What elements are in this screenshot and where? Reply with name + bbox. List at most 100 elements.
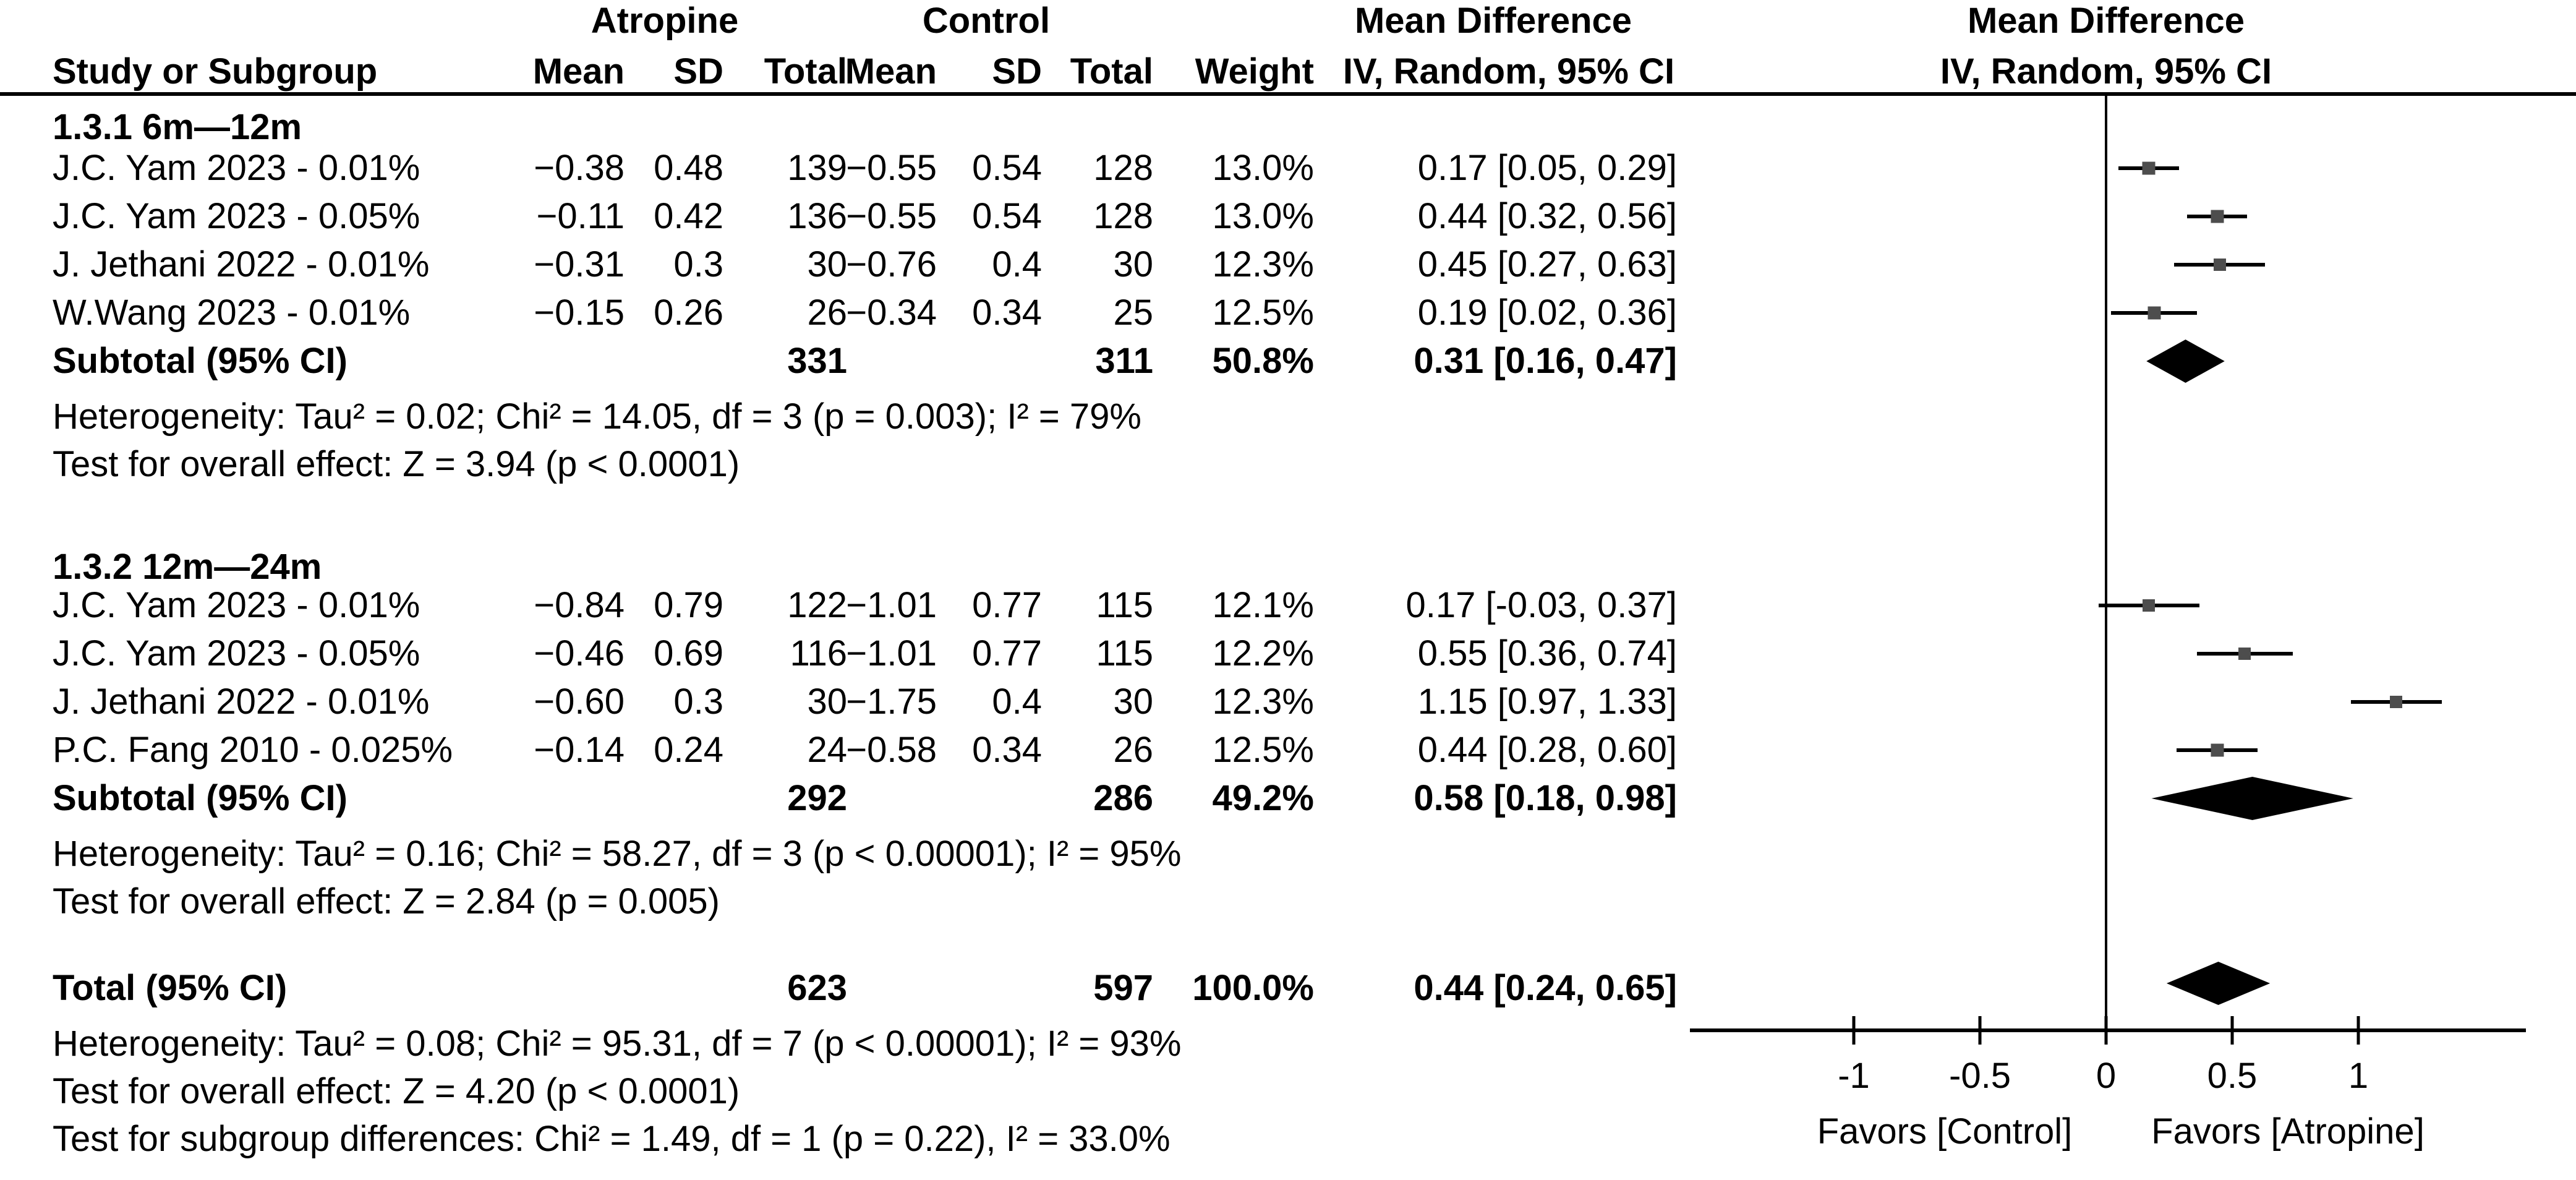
axis-tick-label: -1 [1838, 1056, 1870, 1097]
cell-sd1: 0.48 [654, 148, 723, 189]
axis-tick-label: -0.5 [1949, 1056, 2011, 1097]
cell-weight: 12.5% [1212, 730, 1314, 771]
column-header-iv-random-text: IV, Random, 95% CI [1342, 51, 1675, 92]
total-diamond [2166, 962, 2271, 1005]
cell-total1: 30 [807, 244, 847, 285]
cell-sd2: 0.77 [972, 633, 1042, 674]
cell-weight: 100.0% [1192, 968, 1314, 1009]
axis-tick-label: 1 [2348, 1056, 2369, 1097]
cell-mean2: −0.58 [846, 730, 937, 771]
subgroup-label: 1.3.2 12m—24m [53, 547, 322, 588]
cell-total2: 597 [1093, 968, 1153, 1009]
axis-tick-label: 0 [2096, 1056, 2117, 1097]
cell-ci-text: 0.17 [0.05, 0.29] [1417, 148, 1677, 189]
cell-sd1: 0.42 [654, 196, 723, 237]
column-header-mean-difference-plot: Mean Difference [1967, 1, 2245, 41]
column-header-mean-difference-text: Mean Difference [1354, 1, 1632, 41]
cell-ci-text: 0.19 [0.02, 0.36] [1417, 293, 1677, 333]
cell-ci-text: 0.58 [0.18, 0.98] [1414, 778, 1677, 819]
subtotal-diamond [2151, 777, 2353, 820]
cell-total2: 115 [1096, 585, 1153, 626]
column-header-iv-random-plot: IV, Random, 95% CI [1940, 51, 2272, 92]
cell-weight: 12.5% [1212, 293, 1314, 333]
favors-control-label: Favors [Control] [1817, 1111, 2073, 1152]
cell-total2: 286 [1093, 778, 1153, 819]
cell-mean2: −0.55 [846, 196, 937, 237]
cell-mean2: −1.01 [846, 633, 937, 674]
axis-tick [2104, 1016, 2108, 1045]
cell-sd1: 0.79 [654, 585, 723, 626]
cell-total2: 26 [1113, 730, 1153, 771]
cell-total1: 122 [787, 585, 847, 626]
cell-ci-text: 0.44 [0.32, 0.56] [1417, 196, 1677, 237]
favors-atropine-label: Favors [Atropine] [2151, 1111, 2425, 1152]
study-name: W.Wang 2023 - 0.01% [53, 293, 411, 333]
cell-weight: 12.3% [1212, 682, 1314, 722]
effect-square [2211, 210, 2224, 223]
effect-square [2390, 696, 2403, 708]
study-name: J.C. Yam 2023 - 0.01% [53, 148, 420, 189]
cell-mean1: −0.11 [536, 196, 625, 237]
effect-square [2142, 161, 2156, 175]
cell-total2: 30 [1113, 682, 1153, 722]
cell-total1: 292 [787, 778, 847, 819]
cell-mean2: −0.55 [846, 148, 937, 189]
cell-mean2: −1.01 [846, 585, 937, 626]
cell-ci-text: 0.44 [0.24, 0.65] [1414, 968, 1677, 1009]
cell-weight: 50.8% [1212, 341, 1314, 382]
header-divider [0, 92, 2576, 96]
axis-tick [2356, 1016, 2360, 1045]
cell-ci-text: 0.44 [0.28, 0.60] [1417, 730, 1677, 771]
subtotal-label: Subtotal (95% CI) [53, 341, 348, 382]
cell-sd1: 0.3 [673, 244, 723, 285]
cell-sd1: 0.3 [673, 682, 723, 722]
group-header-atropine: Atropine [591, 1, 739, 41]
cell-total1: 24 [807, 730, 847, 771]
cell-mean2: −0.76 [846, 244, 937, 285]
cell-sd1: 0.24 [654, 730, 723, 771]
column-header-sd1: SD [673, 51, 723, 92]
cell-mean1: −0.84 [534, 585, 625, 626]
cell-sd1: 0.26 [654, 293, 723, 333]
cell-ci-text: 0.55 [0.36, 0.74] [1417, 633, 1677, 674]
overall-effect-text: Test for overall effect: Z = 3.94 (p < 0… [53, 444, 740, 485]
cell-ci-text: 1.15 [0.97, 1.33] [1417, 682, 1677, 722]
heterogeneity-text: Heterogeneity: Tau² = 0.02; Chi² = 14.05… [53, 396, 1141, 437]
cell-ci-text: 0.17 [-0.03, 0.37] [1405, 585, 1677, 626]
cell-sd1: 0.69 [654, 633, 723, 674]
study-name: J.C. Yam 2023 - 0.05% [53, 633, 420, 674]
cell-ci-text: 0.31 [0.16, 0.47] [1414, 341, 1677, 382]
effect-square [2147, 306, 2161, 320]
cell-total1: 136 [787, 196, 847, 237]
cell-mean1: −0.60 [534, 682, 625, 722]
axis-tick-label: 0.5 [2207, 1056, 2258, 1097]
cell-total2: 311 [1095, 341, 1153, 382]
cell-total1: 331 [787, 341, 847, 382]
cell-sd2: 0.4 [992, 244, 1042, 285]
total-overall-effect-text: Test for overall effect: Z = 4.20 (p < 0… [53, 1071, 740, 1112]
cell-sd2: 0.4 [992, 682, 1042, 722]
column-header-sd2: SD [992, 51, 1042, 92]
x-axis-line [1690, 1028, 2526, 1032]
cell-sd2: 0.34 [972, 730, 1042, 771]
cell-total1: 26 [807, 293, 847, 333]
cell-total1: 623 [787, 968, 847, 1009]
effect-square [2238, 648, 2251, 660]
cell-total2: 128 [1093, 196, 1153, 237]
cell-weight: 12.1% [1212, 585, 1314, 626]
cell-total2: 115 [1096, 633, 1153, 674]
cell-weight: 49.2% [1212, 778, 1314, 819]
study-name: J. Jethani 2022 - 0.01% [53, 244, 430, 285]
axis-tick [2230, 1016, 2234, 1045]
study-name: P.C. Fang 2010 - 0.025% [53, 730, 453, 771]
cell-mean1: −0.31 [534, 244, 625, 285]
cell-mean1: −0.15 [534, 293, 625, 333]
zero-effect-line [2105, 96, 2107, 1030]
axis-tick [1978, 1016, 1982, 1045]
cell-mean1: −0.38 [534, 148, 625, 189]
cell-mean1: −0.14 [534, 730, 625, 771]
heterogeneity-text: Heterogeneity: Tau² = 0.16; Chi² = 58.27… [53, 834, 1182, 874]
cell-mean2: −0.34 [846, 293, 937, 333]
subtotal-diamond [2146, 340, 2225, 383]
